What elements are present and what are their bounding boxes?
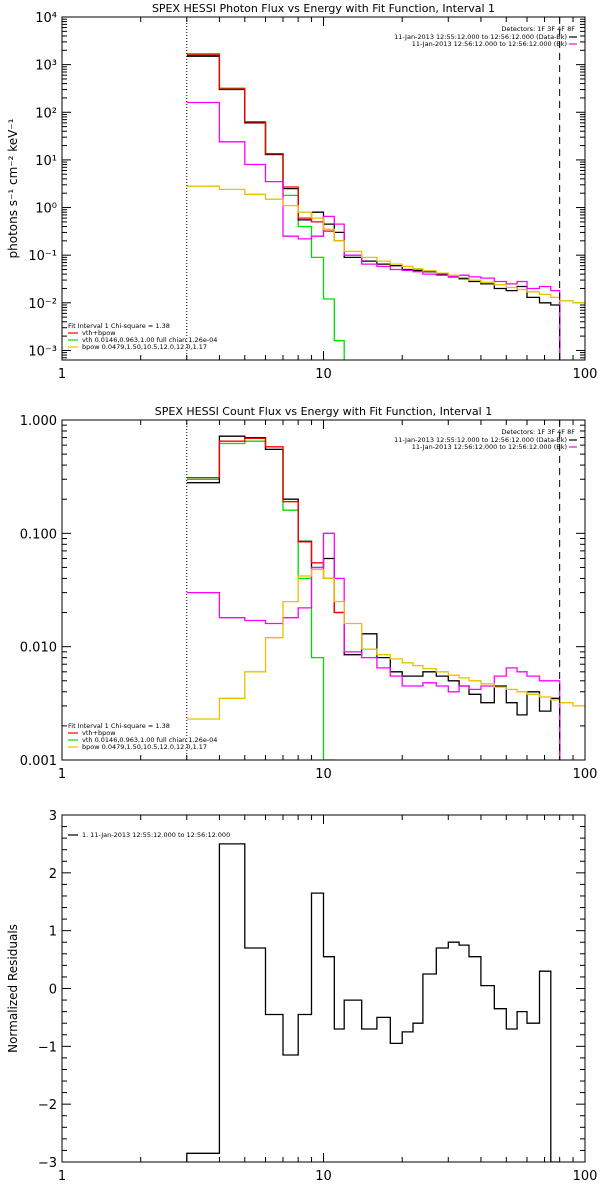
y-tick-label: 10⁴: [35, 11, 57, 26]
series-bpow-line: [186, 185, 585, 304]
y-tick-label: 0.001: [20, 754, 57, 769]
y-tick-label: −2: [38, 1098, 57, 1113]
y-axis-label: photons s⁻¹ cm⁻² keV⁻¹: [6, 118, 20, 258]
x-tick-label: 100: [573, 1169, 598, 1184]
legend-entry-label: vth 0.0146,0.963,1.00 full chian 1.26e-0…: [82, 336, 217, 344]
legend-entry-label: 1. 11-Jan-2013 12:55:12.000 to 12:56:12.…: [82, 831, 230, 839]
series-fit-line: [186, 437, 345, 614]
legend-detectors: Detectors: 1F 3F 4F 8F: [501, 25, 575, 33]
y-tick-label: 0.100: [20, 527, 57, 542]
x-tick-label: 100: [573, 767, 598, 782]
x-tick-label: 10: [315, 1169, 332, 1184]
x-tick-label: 10: [315, 367, 332, 382]
legend-fit-header: Fit Interval 1 Chi-square = 1.38: [68, 322, 170, 330]
series-group: [186, 53, 585, 360]
chart-panel-3: Normalized Residuals 1 10 100 −3 −2 −1 0 1 2 3 1. 1…: [6, 809, 597, 1184]
series-fit-line: [186, 54, 345, 242]
plot-frame: [61, 419, 586, 761]
x-tick-label: 10: [315, 767, 332, 782]
y-tick-label: 2: [49, 867, 57, 882]
legend-entry-label: 11-Jan-2013 12:56:12.000 to 12:56:12.000…: [412, 40, 567, 48]
legend-entry-label: 11-Jan-2013 12:55:12.000 to 12:56:12.000…: [394, 436, 567, 444]
series-background-line: [186, 532, 561, 760]
series-group: [186, 435, 585, 760]
series-group: [186, 843, 561, 1162]
series-total-line: [186, 435, 561, 760]
series-total-line: [186, 55, 561, 360]
chart-title: SPEX HESSI Count Flux vs Energy with Fit…: [155, 405, 492, 418]
legend-left: 1. 11-Jan-2013 12:55:12.000 to 12:56:12.…: [68, 831, 230, 839]
plot-frame: [61, 16, 586, 361]
legend-entry-label: vth+bpow: [82, 329, 116, 337]
x-tick-label: 1: [58, 367, 66, 382]
x-tick-label: 100: [573, 367, 598, 382]
legend-entry-label: vth+bpow: [82, 729, 116, 737]
y-tick-label: 10⁰: [35, 202, 57, 217]
y-tick-label: 10⁻²: [28, 297, 57, 312]
series-bpow-line: [186, 568, 585, 720]
legend-detectors: Detectors: 1F 3F 4F 8F: [501, 428, 575, 436]
y-tick-label: 10⁻¹: [28, 249, 57, 264]
y-ticks: 0.001 0.010 0.100 1.000: [20, 414, 585, 769]
x-tick-label: 1: [58, 767, 66, 782]
x-ticks: 1 10 100: [58, 815, 598, 1184]
legend-entry-label: bpow 0.0479,1.50,10.5,12.0,12.0,1.17: [82, 743, 207, 751]
y-axis-label: Normalized Residuals: [6, 924, 20, 1053]
y-ticks: 10⁻³ 10⁻² 10⁻¹ 10⁰ 10¹ 10² 10³ 10⁴: [28, 11, 585, 359]
y-tick-label: −1: [38, 1040, 57, 1055]
y-tick-label: 1: [49, 925, 57, 940]
y-tick-label: 0: [49, 983, 57, 998]
y-tick-label: −3: [38, 1156, 57, 1171]
chart-panel-2: SPEX HESSI Count Flux vs Energy with Fit…: [20, 405, 598, 782]
legend-left: Fit Interval 1 Chi-square = 1.38vth+bpow…: [68, 322, 217, 351]
chart-panel-1: SPEX HESSI Photon Flux vs Energy with Fi…: [6, 2, 597, 382]
series-vth-line: [186, 53, 345, 360]
y-tick-label: 10¹: [35, 154, 57, 169]
legend-entry-label: vth 0.0146,0.963,1.00 full chian 1.26e-0…: [82, 736, 217, 744]
y-tick-label: 10²: [35, 106, 57, 121]
series-background-line: [186, 101, 561, 360]
y-tick-label: 0.010: [20, 641, 57, 656]
y-tick-label: 10³: [35, 59, 57, 74]
legend-entry-label: 11-Jan-2013 12:56:12.000 to 12:56:12.000…: [412, 443, 567, 451]
legend-entry-label: bpow 0.0479,1.50,10.5,12.0,12.0,1.17: [82, 343, 207, 351]
y-tick-label: 10⁻³: [28, 344, 57, 359]
y-ticks: −3 −2 −1 0 1 2 3: [38, 809, 585, 1171]
series-residuals-line: [186, 843, 561, 1162]
y-tick-label: 1.000: [20, 414, 57, 429]
legend-left: Fit Interval 1 Chi-square = 1.38vth+bpow…: [68, 722, 217, 751]
x-tick-label: 1: [58, 1169, 66, 1184]
legend-entry-label: 11-Jan-2013 12:55:12.000 to 12:56:12.000…: [394, 33, 567, 41]
plot-frame: [61, 814, 586, 1163]
legend-fit-header: Fit Interval 1 Chi-square = 1.38: [68, 722, 170, 730]
chart-title: SPEX HESSI Photon Flux vs Energy with Fi…: [152, 2, 495, 15]
y-tick-label: 3: [49, 809, 57, 824]
